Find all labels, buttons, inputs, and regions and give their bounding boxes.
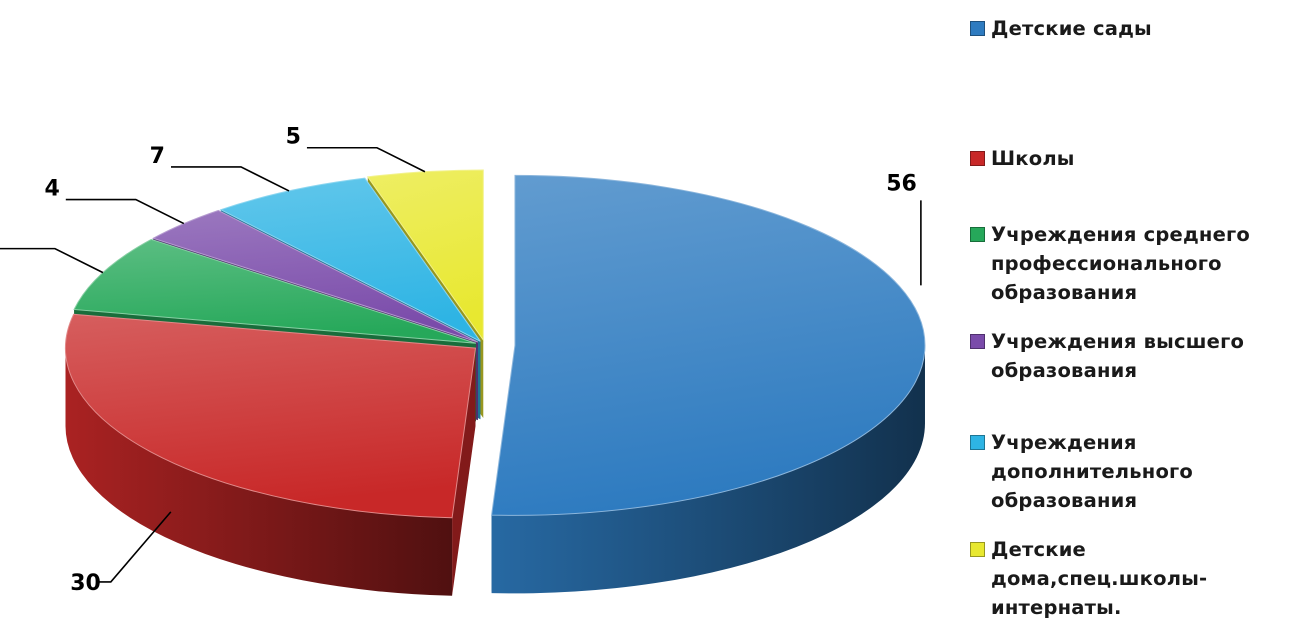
legend-label: Учреждения дополнительного образования <box>991 431 1194 512</box>
leader-lines <box>0 146 922 583</box>
legend-swatch <box>970 435 985 450</box>
data-labels: 56308475 <box>44 125 917 596</box>
slice-top-face <box>151 209 479 343</box>
pie-slice <box>65 313 477 596</box>
legend-swatch <box>970 542 985 557</box>
pie-chart: 56308475 <box>0 125 926 596</box>
legend-item-higher-education[interactable]: Учреждения высшего образования <box>970 327 1296 385</box>
data-label: 4 <box>44 177 59 202</box>
slice-outer-wall <box>491 345 925 594</box>
data-label: 30 <box>70 571 101 596</box>
legend-item-kindergartens[interactable]: Детские сады <box>970 14 1296 43</box>
legend-item-orphanages[interactable]: Детские дома,спец.школы- интернаты. <box>970 535 1296 622</box>
slice-top-face <box>219 177 481 342</box>
slice-top-face <box>491 174 926 516</box>
leader-line <box>171 166 290 192</box>
legend: Детские сады Школы Учреждения среднего п… <box>970 0 1298 623</box>
leader-line <box>65 198 185 225</box>
leader-line <box>306 146 426 173</box>
legend-label: Детские сады <box>991 17 1152 40</box>
slice-top-face <box>366 169 484 342</box>
pie-slices <box>65 169 926 596</box>
legend-label: Школы <box>991 147 1075 170</box>
legend-item-schools[interactable]: Школы <box>970 144 1296 173</box>
leader-line <box>0 247 104 274</box>
legend-swatch <box>970 227 985 242</box>
data-label: 5 <box>286 125 301 150</box>
data-label: 56 <box>886 171 917 196</box>
legend-swatch <box>970 21 985 36</box>
legend-label: Учреждения среднего профессионального об… <box>991 223 1251 304</box>
legend-item-additional-education[interactable]: Учреждения дополнительного образования <box>970 428 1296 515</box>
legend-swatch <box>970 151 985 166</box>
legend-swatch <box>970 334 985 349</box>
legend-label: Учреждения высшего образования <box>991 330 1245 382</box>
slice-top-face <box>65 313 477 519</box>
slice-outer-wall <box>65 348 453 596</box>
legend-item-secondary-vocational[interactable]: Учреждения среднего профессионального об… <box>970 220 1296 307</box>
legend-label: Детские дома,спец.школы- интернаты. <box>991 538 1208 619</box>
slice-top-face <box>73 238 477 344</box>
data-label: 7 <box>150 144 165 169</box>
pie-slice <box>491 174 926 594</box>
leader-line <box>96 511 172 583</box>
